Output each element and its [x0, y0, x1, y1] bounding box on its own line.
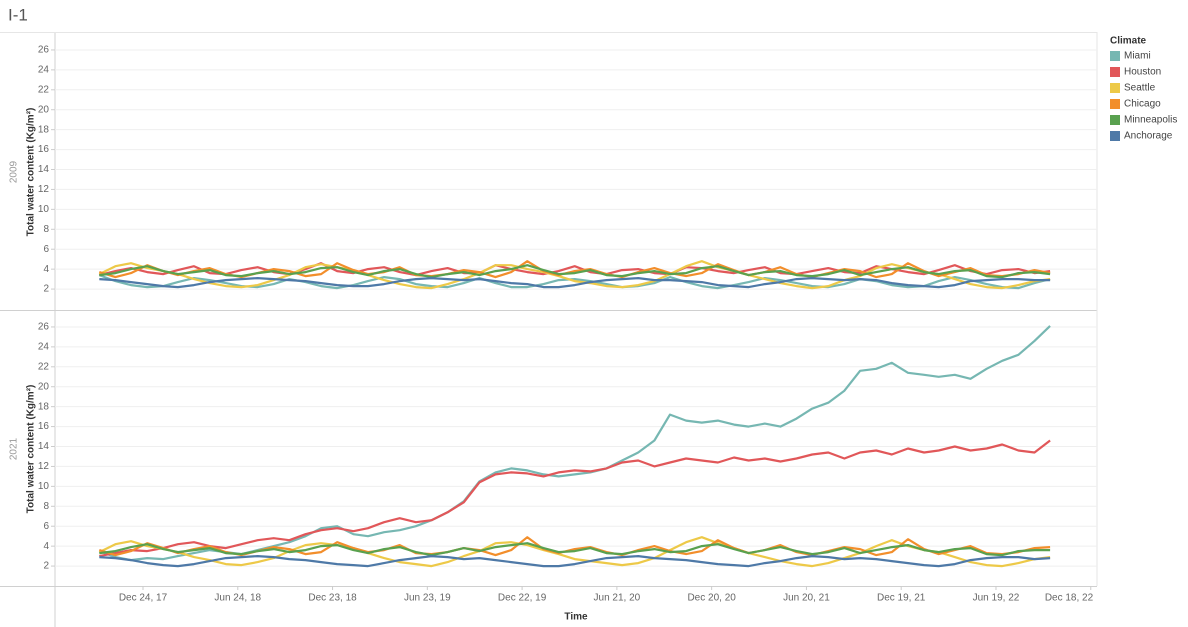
x-tick-label: Dec 22, 19	[498, 593, 547, 604]
y-tick-label: 2	[43, 284, 49, 295]
series-line	[99, 439, 1051, 558]
y-tick-label: 26	[38, 322, 50, 333]
legend-label: Houston	[1124, 67, 1161, 78]
legend-label: Minneapolis	[1124, 115, 1177, 126]
x-tick-label: Jun 21, 20	[594, 593, 641, 604]
x-tick-label: Dec 24, 17	[119, 593, 168, 604]
legend-swatch	[1110, 67, 1120, 77]
y-tick-label: 22	[38, 84, 50, 95]
series-line	[99, 555, 1051, 568]
y-tick-label: 14	[38, 164, 50, 175]
y-tick-label: 16	[38, 144, 50, 155]
y-tick-label: 10	[38, 481, 50, 492]
series-line	[99, 277, 1051, 289]
facet-label: 2009	[9, 160, 20, 183]
legend-label: Anchorage	[1124, 131, 1173, 142]
x-axis-title: Time	[564, 612, 588, 623]
legend-swatch	[1110, 131, 1120, 141]
y-tick-label: 26	[38, 45, 50, 56]
legend-swatch	[1110, 51, 1120, 61]
y-tick-label: 24	[38, 342, 50, 353]
series-line	[98, 260, 1051, 290]
y-tick-label: 20	[38, 104, 50, 115]
series-line	[98, 325, 1051, 562]
legend-title: Climate	[1110, 36, 1147, 47]
legend-label: Chicago	[1124, 99, 1161, 110]
y-tick-label: 4	[43, 264, 49, 275]
x-tick-label: Jun 23, 19	[404, 593, 451, 604]
y-tick-label: 10	[38, 204, 50, 215]
y-axis-title: Total water content (Kg/m²)	[26, 385, 37, 514]
x-tick-label: Jun 20, 21	[783, 593, 830, 604]
x-tick-label: Jun 24, 18	[214, 593, 261, 604]
x-tick-label: Jun 19, 22	[973, 593, 1020, 604]
y-tick-label: 2	[43, 561, 49, 572]
x-tick-label: Dec 18, 22	[1045, 593, 1094, 604]
y-tick-label: 6	[43, 521, 49, 532]
y-tick-label: 6	[43, 244, 49, 255]
series-line	[98, 536, 1051, 568]
y-tick-label: 8	[43, 224, 49, 235]
y-tick-label: 4	[43, 541, 49, 552]
legend-swatch	[1110, 115, 1120, 125]
series-line	[99, 264, 1051, 279]
x-tick-label: Dec 19, 21	[877, 593, 926, 604]
legend-swatch	[1110, 99, 1120, 109]
y-tick-label: 18	[38, 124, 50, 135]
series-line	[98, 274, 1051, 290]
y-tick-label: 8	[43, 501, 49, 512]
y-tick-label: 20	[38, 381, 50, 392]
series-line	[99, 542, 1051, 557]
y-tick-label: 24	[38, 65, 50, 76]
x-tick-label: Dec 20, 20	[687, 593, 736, 604]
x-tick-label: Dec 23, 18	[308, 593, 357, 604]
legend-label: Miami	[1124, 51, 1151, 62]
y-tick-label: 16	[38, 421, 50, 432]
y-tick-label: 14	[38, 441, 50, 452]
y-tick-label: 18	[38, 401, 50, 412]
y-tick-label: 12	[38, 461, 50, 472]
facet-label: 2021	[9, 437, 20, 460]
y-tick-label: 12	[38, 184, 50, 195]
y-axis-title: Total water content (Kg/m²)	[26, 108, 37, 237]
sheet-title: I-1	[8, 5, 28, 24]
y-tick-label: 22	[38, 361, 50, 372]
legend-swatch	[1110, 83, 1120, 93]
legend-label: Seattle	[1124, 83, 1156, 94]
